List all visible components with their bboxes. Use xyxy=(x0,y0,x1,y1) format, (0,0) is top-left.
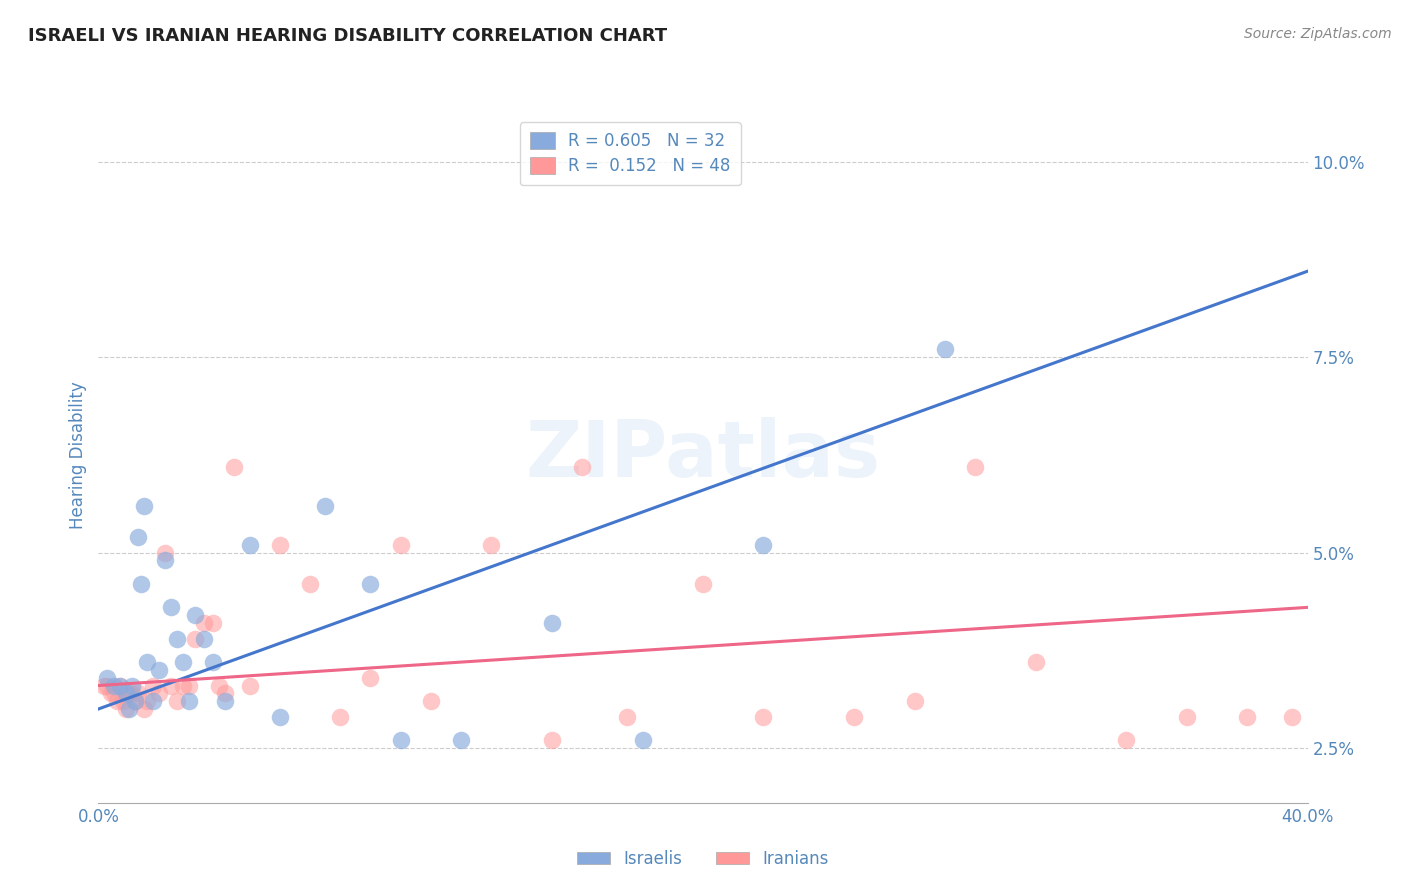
Point xyxy=(105,694,128,708)
Point xyxy=(1024,655,1046,669)
Point xyxy=(177,694,201,708)
Point xyxy=(96,671,118,685)
Y-axis label: Hearing Disability: Hearing Disability xyxy=(69,381,87,529)
Point xyxy=(121,686,143,700)
Text: ZIPatlas: ZIPatlas xyxy=(526,417,880,493)
Point xyxy=(132,702,155,716)
Point xyxy=(389,538,412,552)
Point xyxy=(481,538,503,552)
Point xyxy=(389,733,412,747)
Point xyxy=(184,608,207,623)
Point xyxy=(124,694,146,708)
Point xyxy=(160,679,183,693)
Point xyxy=(1236,710,1258,724)
Point xyxy=(752,710,775,724)
Point xyxy=(214,694,236,708)
Point xyxy=(616,710,638,724)
Point xyxy=(752,538,775,552)
Point xyxy=(269,710,291,724)
Point xyxy=(114,686,136,700)
Point xyxy=(1281,710,1303,724)
Point xyxy=(214,686,236,700)
Point xyxy=(153,546,176,560)
Point xyxy=(166,632,188,646)
Point xyxy=(540,733,562,747)
Point xyxy=(148,686,170,700)
Point xyxy=(111,694,134,708)
Point xyxy=(844,710,866,724)
Point xyxy=(100,686,122,700)
Point xyxy=(571,459,593,474)
Point xyxy=(93,679,115,693)
Point xyxy=(114,702,136,716)
Point xyxy=(118,686,141,700)
Point xyxy=(208,679,231,693)
Point xyxy=(135,655,157,669)
Point xyxy=(118,702,141,716)
Point xyxy=(166,694,188,708)
Point xyxy=(193,615,215,630)
Point xyxy=(360,577,382,591)
Legend: Israelis, Iranians: Israelis, Iranians xyxy=(571,844,835,875)
Point xyxy=(172,679,194,693)
Point xyxy=(142,679,165,693)
Point xyxy=(121,679,143,693)
Legend: R = 0.605   N = 32, R =  0.152   N = 48: R = 0.605 N = 32, R = 0.152 N = 48 xyxy=(520,122,741,186)
Point xyxy=(360,671,382,685)
Point xyxy=(239,538,262,552)
Point xyxy=(124,694,146,708)
Point xyxy=(184,632,207,646)
Point xyxy=(135,694,157,708)
Point xyxy=(1175,710,1198,724)
Point xyxy=(239,679,262,693)
Point xyxy=(172,655,194,669)
Point xyxy=(314,499,336,513)
Point xyxy=(450,733,472,747)
Point xyxy=(103,679,125,693)
Point xyxy=(631,733,654,747)
Point xyxy=(142,694,165,708)
Point xyxy=(540,615,562,630)
Point xyxy=(904,694,927,708)
Point xyxy=(269,538,291,552)
Text: Source: ZipAtlas.com: Source: ZipAtlas.com xyxy=(1244,27,1392,41)
Point xyxy=(108,679,131,693)
Point xyxy=(148,663,170,677)
Point xyxy=(224,459,246,474)
Point xyxy=(1115,733,1137,747)
Point xyxy=(127,686,149,700)
Point xyxy=(965,459,987,474)
Point xyxy=(160,600,183,615)
Point xyxy=(153,553,176,567)
Point xyxy=(96,679,118,693)
Point xyxy=(934,343,956,357)
Point xyxy=(132,499,155,513)
Point xyxy=(419,694,441,708)
Point xyxy=(177,679,201,693)
Point xyxy=(329,710,352,724)
Point xyxy=(103,686,125,700)
Point xyxy=(202,615,225,630)
Point xyxy=(299,577,322,591)
Point xyxy=(193,632,215,646)
Point xyxy=(692,577,714,591)
Point xyxy=(202,655,225,669)
Point xyxy=(129,577,152,591)
Text: ISRAELI VS IRANIAN HEARING DISABILITY CORRELATION CHART: ISRAELI VS IRANIAN HEARING DISABILITY CO… xyxy=(28,27,668,45)
Point xyxy=(108,679,131,693)
Point xyxy=(127,530,149,544)
